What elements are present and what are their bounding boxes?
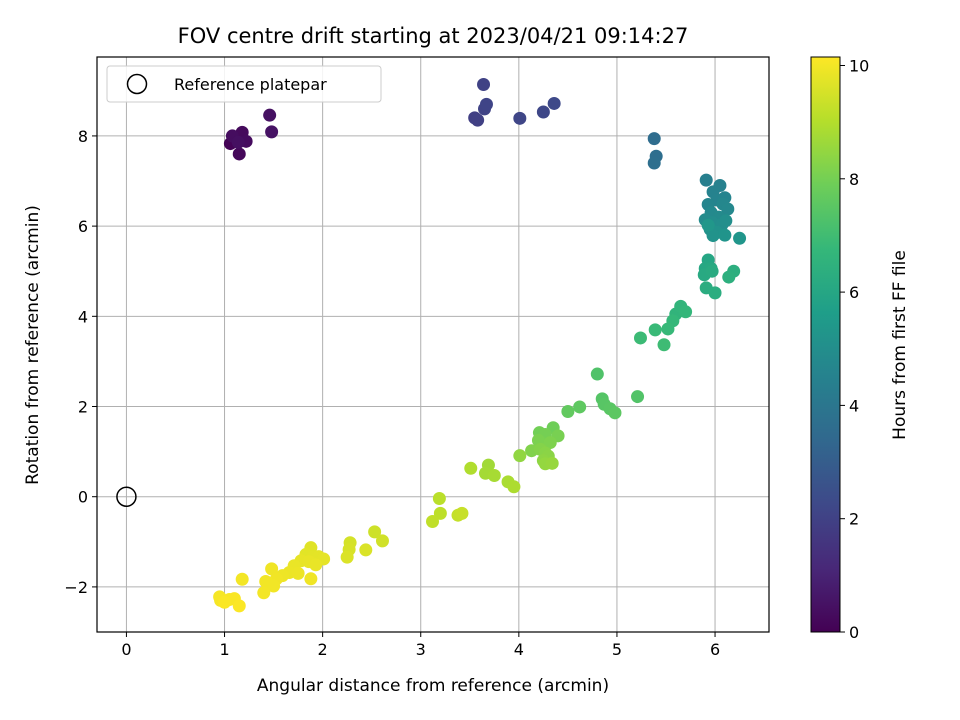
data-point	[232, 599, 246, 613]
colorbar-ticks: 0 2 4 6 8 10	[840, 56, 869, 642]
data-point	[722, 270, 736, 284]
data-point	[543, 436, 557, 450]
data-point	[479, 97, 493, 111]
data-point	[647, 132, 661, 146]
data-point	[719, 214, 733, 228]
data-point	[733, 231, 747, 245]
reference-marker	[116, 486, 137, 507]
y-tick-label: 8	[78, 127, 88, 146]
colorbar-tick-label: 8	[849, 170, 859, 189]
x-tick-label: 1	[219, 640, 229, 659]
data-point	[705, 264, 719, 278]
data-point	[573, 400, 587, 414]
data-point	[708, 286, 722, 300]
x-tick-label: 6	[710, 640, 720, 659]
y-tick-label: 4	[78, 307, 88, 326]
data-point	[513, 449, 527, 463]
colorbar: 0 2 4 6 8 10 Hours from first FF file	[810, 56, 910, 642]
data-point	[507, 480, 521, 494]
colorbar-tick-label: 10	[849, 56, 869, 75]
data-point	[647, 156, 661, 170]
colorbar-tick-label: 6	[849, 283, 859, 302]
scatter-points	[116, 78, 747, 613]
data-point	[340, 550, 354, 564]
data-point	[487, 469, 501, 483]
data-point	[590, 367, 604, 381]
data-point	[375, 534, 389, 548]
x-tick-label: 0	[121, 640, 131, 659]
data-point	[432, 492, 446, 506]
data-point	[561, 404, 575, 418]
data-point	[263, 108, 277, 122]
data-point	[471, 113, 485, 127]
colorbar-gradient	[810, 56, 841, 633]
data-point	[545, 456, 559, 470]
y-axis-label: Rotation from reference (arcmin)	[23, 205, 43, 485]
data-point	[291, 566, 305, 580]
x-tick-label: 2	[318, 640, 328, 659]
data-point	[706, 229, 720, 243]
y-tick-label: 6	[78, 217, 88, 236]
colorbar-tick-label: 0	[849, 623, 859, 642]
x-tick-label: 3	[416, 640, 426, 659]
axis-ticks: 0 1 2 3 4 5 6 −2 0 2 4 6 8	[64, 127, 720, 659]
data-point	[455, 506, 469, 520]
data-point	[721, 202, 735, 216]
legend-marker	[126, 73, 148, 95]
data-point	[648, 323, 662, 337]
data-point	[547, 96, 561, 110]
colorbar-tick-label: 2	[849, 510, 859, 529]
data-point	[661, 322, 675, 336]
chart-title: FOV centre drift starting at 2023/04/21 …	[178, 24, 689, 48]
data-point	[718, 228, 732, 242]
data-point	[608, 406, 622, 420]
data-point	[257, 586, 271, 600]
y-tick-label: 2	[78, 398, 88, 417]
data-point	[657, 338, 671, 352]
x-tick-label: 4	[514, 640, 524, 659]
data-point	[679, 305, 693, 319]
legend: Reference platepar	[106, 65, 382, 103]
data-point	[699, 173, 713, 187]
x-axis-label: Angular distance from reference (arcmin)	[257, 676, 609, 696]
legend-box	[106, 65, 382, 103]
data-point	[304, 572, 318, 586]
data-point	[633, 331, 647, 345]
colorbar-label: Hours from first FF file	[890, 250, 910, 440]
data-point	[265, 125, 279, 139]
data-point	[464, 461, 478, 475]
data-point	[309, 558, 323, 572]
data-point	[477, 78, 491, 92]
data-point	[232, 147, 246, 161]
data-point	[265, 562, 279, 576]
plot-area	[96, 56, 770, 633]
data-point	[231, 135, 245, 149]
data-point	[536, 105, 550, 119]
colorbar-tick-label: 4	[849, 396, 859, 415]
data-point	[433, 506, 447, 520]
data-point	[631, 390, 645, 404]
y-tick-label: −2	[64, 578, 88, 597]
data-point	[218, 595, 232, 609]
data-point	[267, 579, 281, 593]
x-tick-label: 5	[612, 640, 622, 659]
data-point	[513, 111, 527, 125]
data-point	[426, 515, 440, 529]
legend-label: Reference platepar	[174, 75, 327, 94]
y-tick-label: 0	[78, 488, 88, 507]
data-point	[701, 218, 715, 232]
data-point	[235, 572, 249, 586]
data-point	[359, 543, 373, 557]
data-point	[368, 525, 382, 539]
